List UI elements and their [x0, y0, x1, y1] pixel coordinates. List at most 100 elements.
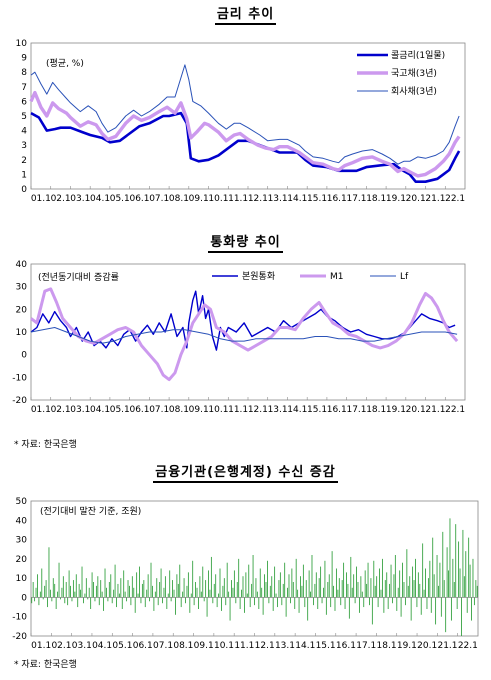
- chart3-bar: [67, 597, 69, 606]
- chart1-xtick-label: 06.1: [129, 194, 149, 204]
- chart1-ytick-label: 4: [21, 127, 27, 137]
- chart3-bar: [32, 582, 34, 598]
- chart3-bar: [397, 587, 399, 598]
- chart3-bar: [416, 597, 418, 608]
- chart1-xtick-label: 08.1: [169, 194, 189, 204]
- chart1-ytick-label: 0: [21, 185, 27, 195]
- chart3-bar: [320, 566, 322, 598]
- chart3-bar: [95, 585, 97, 598]
- chart3-bar: [338, 578, 340, 598]
- chart3-bar: [327, 582, 329, 598]
- chart3-bar: [374, 585, 376, 598]
- chart2-ytick-label: -10: [12, 373, 27, 383]
- chart3-bar: [331, 551, 333, 598]
- chart3-bar: [101, 591, 103, 598]
- chart3-bar: [264, 574, 265, 598]
- chart2-xtick-label: 02.1: [51, 405, 71, 415]
- chart3-bar: [334, 597, 336, 611]
- chart3-bar: [231, 580, 232, 598]
- chart3-bar: [396, 597, 398, 611]
- chart3-bar: [403, 582, 405, 598]
- chart3-bar: [366, 583, 368, 598]
- chart3-bar: [221, 597, 222, 611]
- chart2-ytick-label: 0: [21, 351, 27, 361]
- chart3-bar: [275, 593, 277, 598]
- chart3-bar: [469, 564, 471, 598]
- chart1-ytick-label: 3: [21, 141, 27, 151]
- chart3-bar: [323, 587, 324, 598]
- chart3-bar: [384, 580, 386, 598]
- chart3-bar: [185, 597, 186, 604]
- chart3-bar: [361, 591, 363, 598]
- chart3-bar: [210, 556, 212, 598]
- chart3-bar: [476, 585, 478, 598]
- chart3-bar: [285, 597, 287, 617]
- chart3-bar: [143, 580, 145, 598]
- chart3-bar: [282, 583, 284, 598]
- chart1-ytick-label: 6: [21, 97, 27, 107]
- chart3-bar: [381, 558, 383, 598]
- chart1-xtick-label: 21.1: [425, 194, 445, 204]
- chart3-bar: [219, 568, 221, 598]
- chart2-legend-label: 본원통화: [242, 271, 275, 282]
- chart1-ytick-label: 1: [21, 170, 27, 180]
- chart3-bar: [377, 597, 379, 608]
- chart3-bar: [281, 597, 283, 606]
- chart3-bar: [34, 597, 36, 602]
- chart1-xtick-label: 12.1: [248, 194, 268, 204]
- chart3-bar: [41, 568, 43, 598]
- chart3-ytick-label: 50: [16, 497, 28, 507]
- chart3-bar: [31, 597, 33, 604]
- chart1-xtick-label: 22.1: [445, 194, 465, 204]
- chart3-xtick-label: 08.1: [173, 641, 193, 651]
- chart3-bar: [335, 568, 337, 598]
- chart3-bar: [443, 580, 445, 598]
- chart3-bar: [47, 597, 48, 608]
- chart2-xtick-label: 12.1: [248, 405, 268, 415]
- chart3-bar: [81, 566, 83, 598]
- chart3-bar: [429, 560, 431, 598]
- chart3-xtick-label: 01.1: [31, 641, 51, 651]
- chart3-bar: [472, 558, 474, 598]
- chart3-bar: [256, 591, 258, 598]
- chart3-bar: [265, 582, 267, 598]
- chart3-bar: [297, 589, 299, 598]
- chart3-bar: [399, 570, 401, 598]
- chart3-bar: [343, 562, 345, 598]
- chart3-xtick-label: 03.1: [72, 641, 92, 651]
- chart3-bar: [458, 541, 460, 598]
- chart3-bar: [80, 589, 82, 598]
- chart2-xtick-label: 14.1: [287, 405, 307, 415]
- chart3-bar: [104, 568, 106, 598]
- chart3-bar: [140, 597, 142, 604]
- chart3-bar: [189, 597, 191, 613]
- chart3-bar: [232, 587, 234, 598]
- chart3-bar: [438, 585, 439, 598]
- chart2-xtick-label: 04.1: [90, 405, 110, 415]
- chart3-bar: [305, 580, 307, 598]
- chart3-bar: [417, 572, 419, 598]
- chart3-bar: [328, 574, 330, 598]
- chart1-xtick-label: 02.1: [51, 194, 71, 204]
- chart3-bar: [442, 531, 444, 598]
- chart3-ytick-label: 30: [16, 536, 28, 546]
- chart3-bar: [318, 578, 320, 598]
- chart3-bar: [186, 585, 188, 598]
- chart3-bar: [459, 568, 461, 598]
- chart3-bar: [346, 572, 347, 598]
- chart3-title: 금융기관(은행계정) 수신 증감: [0, 461, 491, 483]
- chart3-bar: [208, 570, 209, 598]
- chart3-bar: [410, 597, 412, 621]
- chart3-bar: [51, 597, 53, 602]
- chart3-bar: [292, 582, 294, 598]
- chart3-bar: [249, 597, 251, 608]
- chart3-bar: [209, 589, 211, 598]
- chart3-bar: [144, 597, 146, 608]
- chart3-bar: [68, 570, 70, 598]
- chart1-xtick-label: 20.1: [406, 194, 426, 204]
- chart3-bar: [215, 574, 217, 598]
- chart3-bar: [433, 574, 435, 598]
- chart3-bar: [420, 597, 422, 615]
- chart2-legend-label: Lf: [400, 272, 409, 282]
- chart3-bar: [426, 597, 428, 609]
